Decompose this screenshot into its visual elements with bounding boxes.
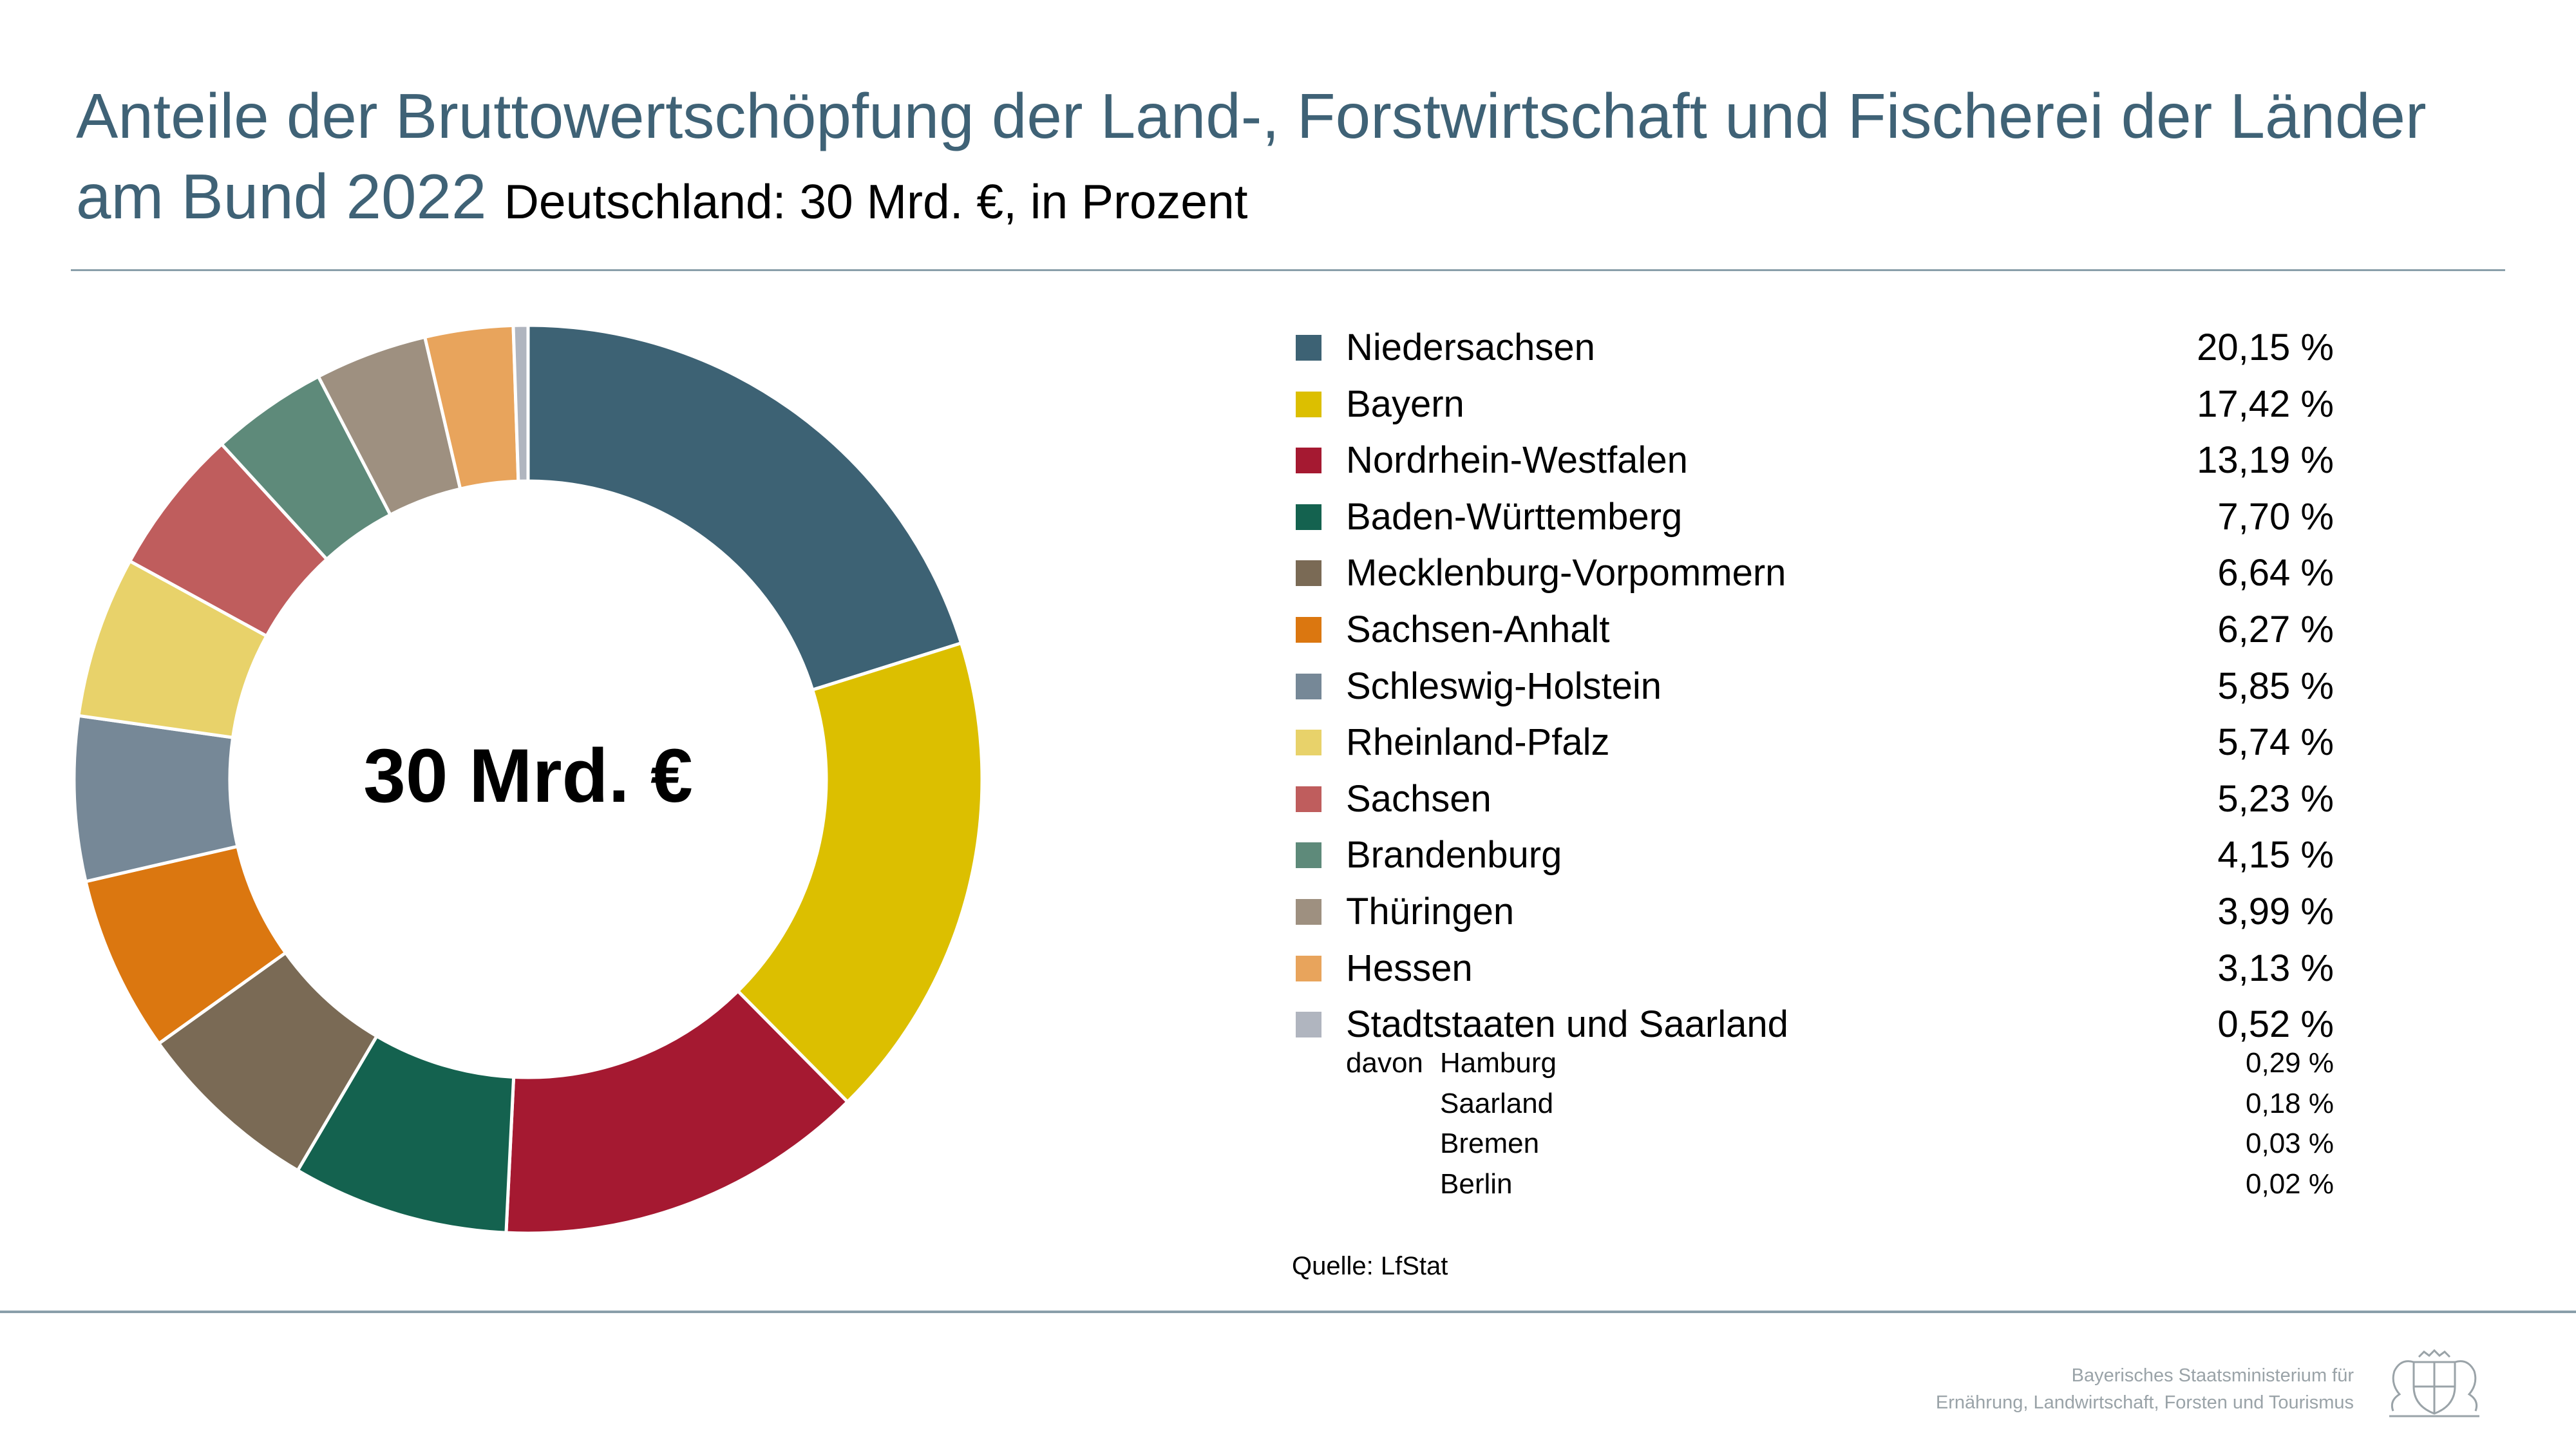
legend-label: Bayern (1346, 383, 1464, 425)
legend-swatch (1296, 955, 1321, 981)
donut-slice-bayern (735, 641, 984, 1104)
legend-label: Nordrhein-Westfalen (1346, 439, 1688, 482)
legend-value: 20,15 % (2197, 327, 2334, 368)
legend-item: Mecklenburg-Vorpommern 6,64 % (1296, 545, 2334, 601)
legend-label: Mecklenburg-Vorpommern (1346, 552, 1786, 594)
legend-value: 5,23 % (2217, 777, 2334, 820)
legend-label: Baden-Württemberg (1346, 495, 1683, 538)
breakdown-item: Saarland 0,18 % (1296, 1084, 2334, 1124)
legend-value: 13,19 % (2197, 439, 2334, 482)
donut-center-label: 30 Mrd. € (363, 734, 693, 819)
legend-label: Stadtstaaten und Saarland (1346, 1003, 1788, 1046)
legend-item: Rheinland-Pfalz 5,74 % (1296, 714, 2334, 771)
legend-item: Baden-Württemberg 7,70 % (1296, 489, 2334, 545)
breakdown-value: 0,18 % (2246, 1087, 2334, 1119)
chart-legend: Niedersachsen 20,15 % Bayern 17,42 % Nordrhe… (1296, 319, 2334, 1053)
legend-value: 17,42 % (2197, 383, 2334, 425)
breakdown-item: Bremen 0,03 % (1296, 1124, 2334, 1164)
ministry-line-1: Bayerisches Staatsministerium für (2071, 1365, 2354, 1386)
legend-value: 3,99 % (2217, 890, 2334, 933)
breakdown-value: 0,03 % (2246, 1128, 2334, 1159)
legend-swatch (1296, 1012, 1321, 1038)
donut-slice-stadtstaaten-und-saarland (511, 323, 530, 483)
legend-value: 6,64 % (2217, 552, 2334, 594)
chart-subtitle: Deutschland: 30 Mrd. €, in Prozent (504, 175, 1248, 229)
source-note: Quelle: LfStat (1292, 1252, 1448, 1280)
breakdown-value: 0,29 % (2246, 1047, 2334, 1079)
legend-swatch (1296, 842, 1321, 869)
legend-swatch (1296, 448, 1321, 474)
legend-label: Schleswig-Holstein (1346, 665, 1662, 707)
breakdown-value: 0,02 % (2246, 1168, 2334, 1200)
legend-swatch (1296, 730, 1321, 756)
legend-item: Sachsen 5,23 % (1296, 771, 2334, 828)
legend-item: Brandenburg 4,15 % (1296, 827, 2334, 884)
legend-item: Schleswig-Holstein 5,85 % (1296, 658, 2334, 715)
chart-title: Anteile der Bruttowertschöpfung der Land… (76, 76, 2523, 242)
donut-chart (72, 323, 984, 1235)
top-divider (71, 269, 2505, 271)
legend-item: Stadtstaaten und Saarland 0,52 % (1296, 996, 2334, 1053)
bavarian-coat-of-arms-icon (2389, 1349, 2479, 1417)
legend-value: 7,70 % (2217, 495, 2334, 538)
breakdown-label: davon (1346, 1047, 1423, 1079)
legend-value: 0,52 % (2217, 1003, 2334, 1046)
legend-swatch (1296, 786, 1321, 812)
legend-label: Thüringen (1346, 890, 1515, 933)
legend-item: Nordrhein-Westfalen 13,19 % (1296, 432, 2334, 489)
ministry-name: Bayerisches Staatsministerium für Ernähr… (1936, 1362, 2354, 1416)
legend-label: Brandenburg (1346, 834, 1562, 876)
breakdown-name: Berlin (1440, 1168, 1513, 1200)
ministry-line-2: Ernährung, Landwirtschaft, Forsten und T… (1935, 1392, 2354, 1413)
legend-value: 5,74 % (2217, 721, 2334, 764)
legend-item: Niedersachsen 20,15 % (1296, 319, 2334, 376)
legend-label: Niedersachsen (1346, 327, 1595, 368)
breakdown-name: Hamburg (1440, 1047, 1557, 1079)
legend-value: 4,15 % (2217, 834, 2334, 876)
legend-swatch (1296, 616, 1321, 643)
breakdown-name: Saarland (1440, 1087, 1554, 1119)
legend-swatch (1296, 391, 1321, 417)
donut-slice-nordrhein-westfalen (504, 989, 850, 1235)
legend-value: 3,13 % (2217, 947, 2334, 989)
legend-item: Sachsen-Anhalt 6,27 % (1296, 601, 2334, 658)
legend-swatch (1296, 504, 1321, 530)
donut-slice-niedersachsen (526, 323, 963, 692)
legend-item: Bayern 17,42 % (1296, 376, 2334, 433)
title-text: Anteile der Bruttowertschöpfung der Land… (76, 80, 2427, 232)
legend-swatch (1296, 560, 1321, 587)
legend-value: 5,85 % (2217, 665, 2334, 707)
legend-item: Thüringen 3,99 % (1296, 884, 2334, 940)
legend-swatch (1296, 898, 1321, 925)
bottom-divider (0, 1311, 2576, 1313)
breakdown-name: Bremen (1440, 1128, 1540, 1159)
legend-swatch (1296, 335, 1321, 361)
breakdown-list: davon Hamburg 0,29 % Saarland 0,18 % Bremen 0,… (1296, 1043, 2334, 1204)
legend-label: Sachsen-Anhalt (1346, 608, 1610, 650)
breakdown-item: Berlin 0,02 % (1296, 1164, 2334, 1205)
breakdown-item: davon Hamburg 0,29 % (1296, 1043, 2334, 1084)
legend-value: 6,27 % (2217, 608, 2334, 650)
legend-item: Hessen 3,13 % (1296, 940, 2334, 997)
legend-label: Rheinland-Pfalz (1346, 721, 1610, 764)
legend-label: Sachsen (1346, 777, 1492, 820)
legend-label: Hessen (1346, 947, 1473, 989)
legend-swatch (1296, 673, 1321, 699)
